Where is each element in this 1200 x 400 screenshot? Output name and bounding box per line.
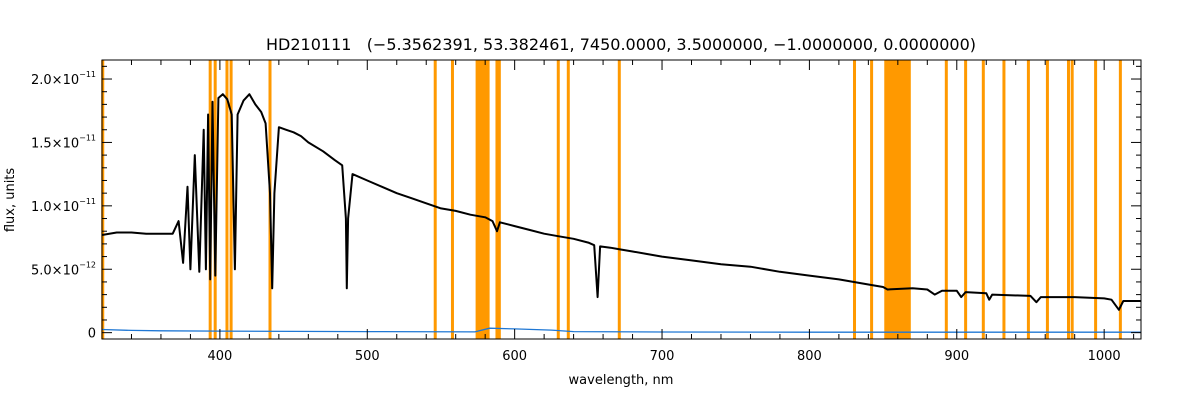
- masked-line: [617, 60, 621, 339]
- x-tick-label: 700: [650, 349, 675, 364]
- masked-line: [964, 60, 968, 339]
- masked-line: [1066, 60, 1070, 339]
- masked-band: [884, 60, 911, 339]
- masked-line: [450, 60, 454, 339]
- masked-line: [853, 60, 857, 339]
- masked-line: [1002, 60, 1006, 339]
- masked-line: [1094, 60, 1098, 339]
- x-tick-label: 400: [207, 349, 232, 364]
- error-line: [101, 327, 1141, 333]
- y-axis-label: flux, units: [3, 168, 18, 233]
- masked-line: [944, 60, 948, 339]
- spectrum-line: [101, 93, 1141, 311]
- y-axis-ticks: 0 5.0×10−12 1.0×10−11 1.5×10−11 2.0×10−11: [31, 65, 1141, 342]
- masked-line: [495, 60, 499, 339]
- x-tick-label: 900: [944, 349, 969, 364]
- y-tick-label: 5.0×10−12: [31, 260, 96, 278]
- masked-line: [556, 60, 560, 339]
- masked-line: [870, 60, 874, 339]
- x-tick-label: 600: [502, 349, 527, 364]
- x-tick-label: 500: [355, 349, 380, 364]
- masked-line: [1118, 60, 1122, 339]
- masked-line: [1045, 60, 1049, 339]
- x-tick-label: 800: [797, 349, 822, 364]
- error-series: [101, 327, 1141, 333]
- masked-line: [1070, 60, 1074, 339]
- x-tick-label: 1000: [1088, 349, 1121, 364]
- masked-line: [229, 60, 233, 339]
- masked-line: [981, 60, 985, 339]
- y-tick-label: 1.0×10−11: [31, 197, 96, 215]
- y-tick-label: 2.0×10−11: [31, 70, 96, 88]
- masked-line: [433, 60, 437, 339]
- masked-line: [213, 60, 217, 339]
- masked-line: [1026, 60, 1030, 339]
- masked-line: [566, 60, 570, 339]
- x-axis-label: wavelength, nm: [569, 373, 674, 388]
- y-tick-label: 0: [88, 327, 96, 342]
- spectrum-series: [101, 93, 1141, 311]
- masked-line: [225, 60, 229, 339]
- y-tick-label: 1.5×10−11: [31, 133, 96, 151]
- chart-title: HD210111 (−5.3562391, 53.382461, 7450.00…: [266, 35, 976, 54]
- plot-frame: [101, 59, 1142, 340]
- masked-line: [497, 60, 501, 339]
- masked-band: [475, 60, 490, 339]
- x-axis-ticks: 400 500 600 700 800 900 1000: [101, 60, 1135, 364]
- masked-line: [101, 60, 105, 339]
